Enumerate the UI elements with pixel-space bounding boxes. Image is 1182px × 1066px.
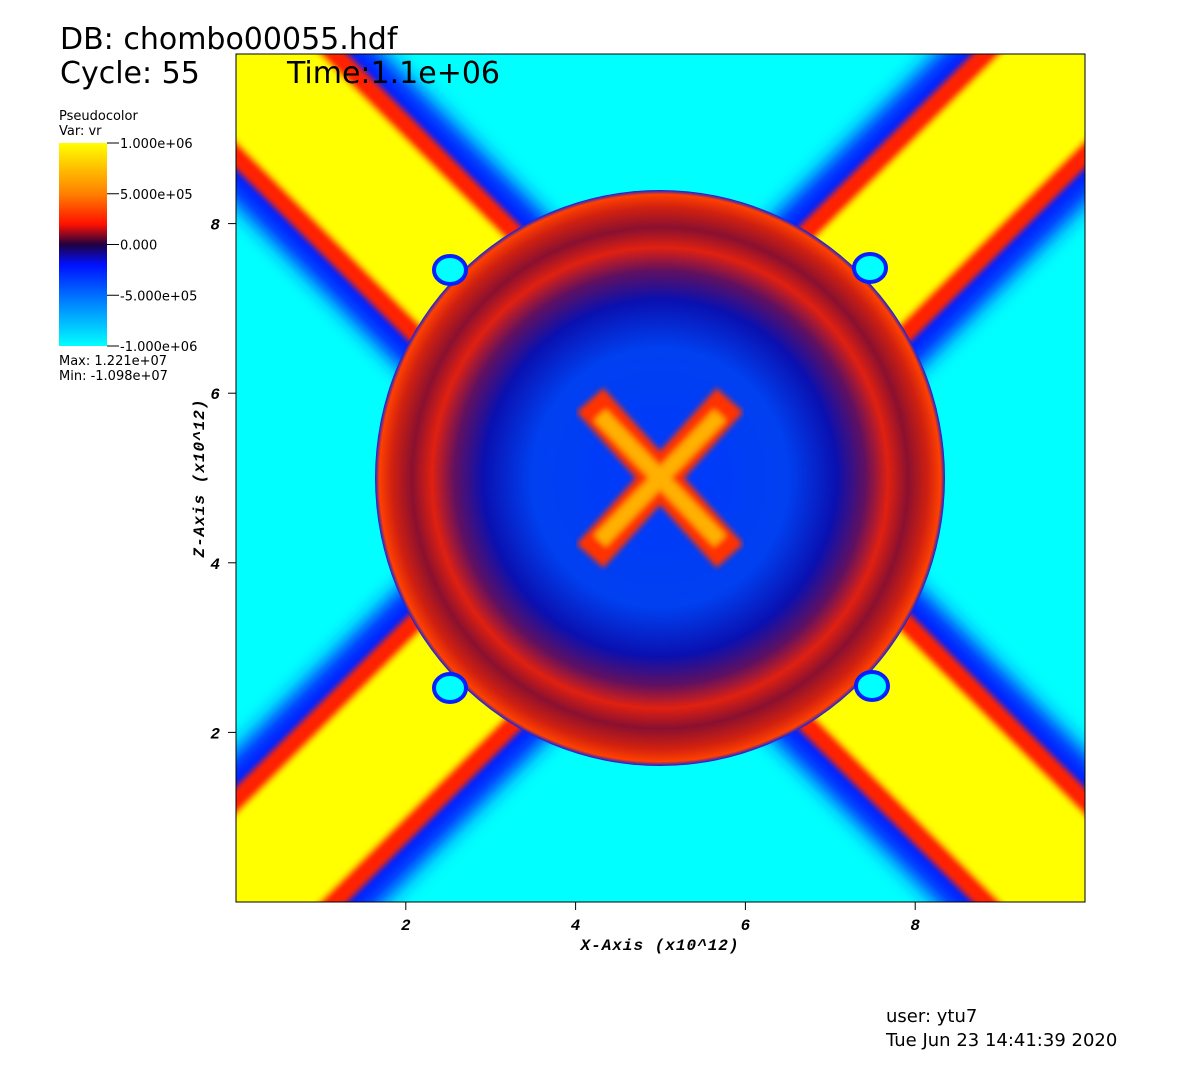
time-label: Time:1.1e+06	[286, 56, 500, 91]
plot-frame	[235, 53, 1086, 903]
x-tick-label: 6	[741, 917, 751, 935]
y-tick-label: 6	[210, 386, 220, 404]
y-tick-label: 8	[210, 217, 220, 235]
cycle-label: Cycle: 55	[60, 56, 200, 91]
colorbar-tick-label: 5.000e+05	[120, 188, 193, 203]
x-tick-label: 2	[401, 917, 411, 935]
field	[236, 54, 1085, 902]
core-jets	[576, 387, 744, 569]
y-tick-label: 2	[210, 725, 220, 743]
legend-variable: Var: vr	[59, 124, 102, 139]
user-label: user: ytu7	[886, 1006, 977, 1027]
legend-plot: Pseudocolor	[59, 109, 138, 124]
cyan-blobs	[432, 252, 890, 704]
legend-min: Min: -1.098e+07	[59, 369, 168, 384]
x-tick-label: 8	[910, 917, 920, 935]
colorbar-tick-label: 0.000	[120, 239, 157, 254]
y-axis-label: Z-Axis (x10^12)	[191, 398, 209, 558]
date-label: Tue Jun 23 14:41:39 2020	[885, 1030, 1117, 1051]
db-title: DB: chombo00055.hdf	[60, 22, 399, 57]
colorbar-tick-label: -1.000e+06	[120, 340, 197, 355]
x-axis-label: X-Axis (x10^12)	[579, 937, 739, 955]
colorbar-tick-label: 1.000e+06	[120, 137, 193, 152]
colorbar	[59, 143, 107, 346]
colorbar-tick-label: -5.000e+05	[120, 289, 197, 304]
y-tick-label: 4	[210, 556, 220, 574]
legend-max: Max: 1.221e+07	[59, 354, 167, 369]
x-tick-label: 4	[571, 917, 581, 935]
